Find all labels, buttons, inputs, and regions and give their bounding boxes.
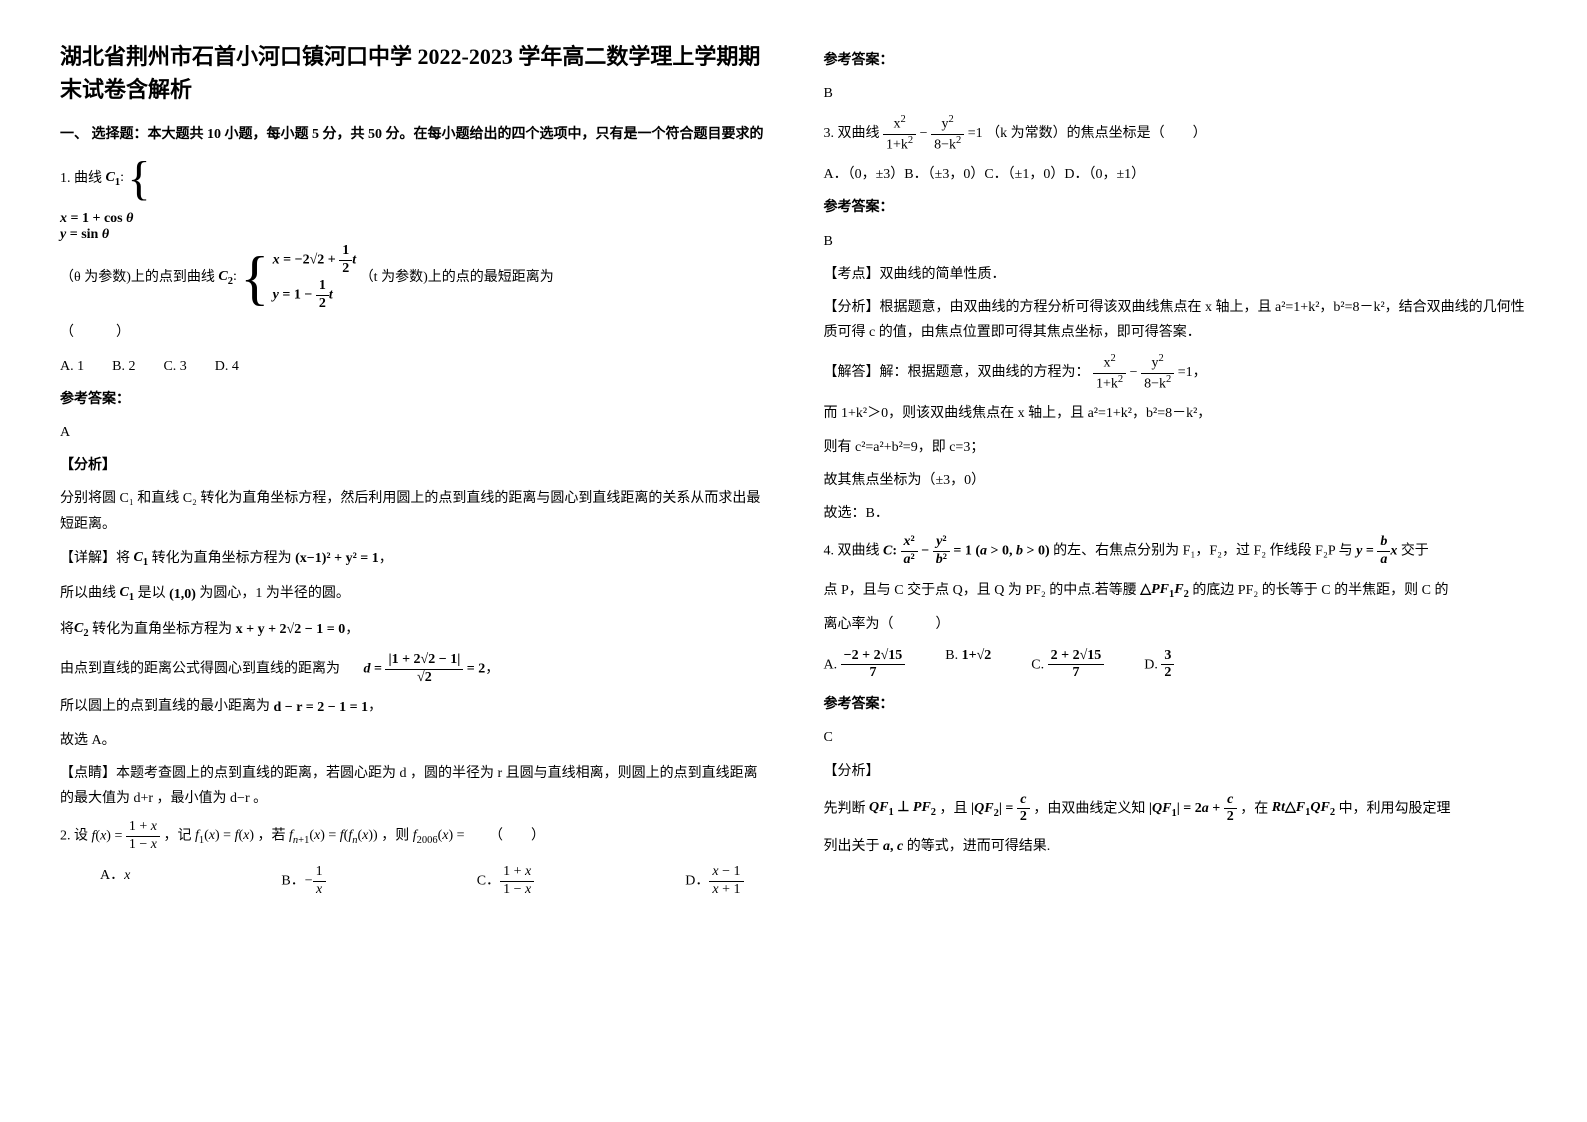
q1-ans-label: 参考答案：	[60, 387, 764, 412]
q4-stem: 4. 双曲线 C: x²a² − y²b² = 1 (a > 0, b > 0)…	[824, 534, 1528, 569]
q1-detail-label: 【详解】将	[60, 551, 130, 566]
q4-an1: 先判断 QF1 ⊥ PF2 ，且 |QF2| = c2 ，由双曲线定义知 |QF…	[824, 792, 1528, 827]
q4-body3: 离心率为（ ）	[824, 612, 1528, 637]
q4-body: 点 P，且与 C 交于点 Q，且 Q 为 PF₂ 的中点.若等腰 △PF1F2 …	[824, 577, 1528, 605]
q1-c2-eq: x = −2√2 + 12t y = 1 − 12t	[273, 243, 357, 312]
q3-kp: 【考点】双曲线的简单性质．	[824, 262, 1528, 287]
q1-blank: （ ）	[60, 320, 764, 345]
q3-ans-label: 参考答案：	[824, 195, 1528, 220]
q1-ans: A	[60, 420, 764, 445]
q1-analysis: 分别将圆 C₁ 和直线 C₂ 转化为直角坐标方程，然后利用圆上的点到直线的距离与…	[60, 486, 764, 536]
q3-sol4: 故选：B．	[824, 501, 1528, 526]
q1-options: A. 1 B. 2 C. 3 D. 4	[60, 354, 764, 379]
q1-mid2: （t 为参数)上的点的最短距离为	[360, 270, 554, 285]
q1-stem: 1. 曲线 C1: {	[60, 155, 764, 203]
q1-analysis-label: 【分析】	[60, 453, 764, 478]
q3-stem: 3. 双曲线 x21+k2 − y28−k2 =1 （k 为常数）的焦点坐标是（…	[824, 114, 1528, 154]
q2-stem: 2. 设 f(x) = 1 + x1 − x ，记 f1(x) = f(x) ，…	[60, 819, 764, 854]
section1-heading: 一、 选择题：本大题共 10 小题，每小题 5 分，共 50 分。在每小题给出的…	[60, 122, 764, 147]
q1-detail6: 故选 A。	[60, 728, 764, 753]
q4-an-label: 【分析】	[824, 759, 1528, 784]
q2-ans: B	[824, 81, 1528, 106]
q2-options: A．x B．−1x C．1 + x1 − x D．x − 1x + 1	[100, 864, 744, 899]
q4-ans-label: 参考答案：	[824, 692, 1528, 717]
q1-detail1: 【详解】将 C1 转化为直角坐标方程为 (x−1)² + y² = 1，	[60, 545, 764, 573]
q1-detail5: 所以圆上的点到直线的最小距离为 d − r = 2 − 1 = 1，	[60, 694, 764, 719]
q1-c1: C1:	[106, 165, 124, 193]
q1-note: 【点睛】本题考查圆上的点到直线的距离，若圆心距为 d ，圆的半径为 r 且圆与直…	[60, 761, 764, 811]
q3-options: A．（0，±3）B．（±3，0）C．（±1，0）D．（0，±1）	[824, 162, 1528, 187]
q1-prefix: 1. 曲线	[60, 171, 102, 186]
q3-ans: B	[824, 229, 1528, 254]
q4-options: A. −2 + 2√157 B. 1+√2 C. 2 + 2√157 D. 32	[824, 648, 1528, 683]
q1-detail3: 将C2 转化为直角坐标方程为 x + y + 2√2 − 1 = 0，	[60, 616, 764, 644]
q2-ans-label: 参考答案：	[824, 48, 1528, 73]
q1-mid1: （θ 为参数)上的点到曲线	[60, 270, 215, 285]
brace-icon: {	[240, 248, 269, 308]
q1-detail4: 由点到直线的距离公式得圆心到直线的距离为 d = |1 + 2√2 − 1| √…	[60, 652, 764, 687]
q3-sol2: 则有 c²=a²+b²=9，即 c=3；	[824, 435, 1528, 460]
q4-an2: 列出关于 a, c 的等式，进而可得结果.	[824, 834, 1528, 859]
q1-c2: C2:	[218, 269, 236, 287]
q3-sol3: 故其焦点坐标为（±3，0）	[824, 468, 1528, 493]
q3-sol1: 而 1+k²＞0，则该双曲线焦点在 x 轴上，且 a²=1+k²，b²=8－k²…	[824, 401, 1528, 426]
q1-eq1: (x−1)² + y² = 1	[295, 546, 379, 571]
q1-detail2: 所以曲线 C1 是以 (1,0) 为圆心，1 为半径的圆。	[60, 580, 764, 608]
q3-sol-head: 【解答】解：根据题意，双曲线的方程为： x21+k2 − y28−k2 =1 ，	[824, 353, 1528, 393]
q4-ans: C	[824, 725, 1528, 750]
page-title: 湖北省荆州市石首小河口镇河口中学 2022-2023 学年高二数学理上学期期末试…	[60, 40, 764, 106]
q3-analysis: 【分析】根据题意，由双曲线的方程分析可得该双曲线焦点在 x 轴上，且 a²=1+…	[824, 295, 1528, 345]
brace-icon: {	[127, 155, 150, 203]
